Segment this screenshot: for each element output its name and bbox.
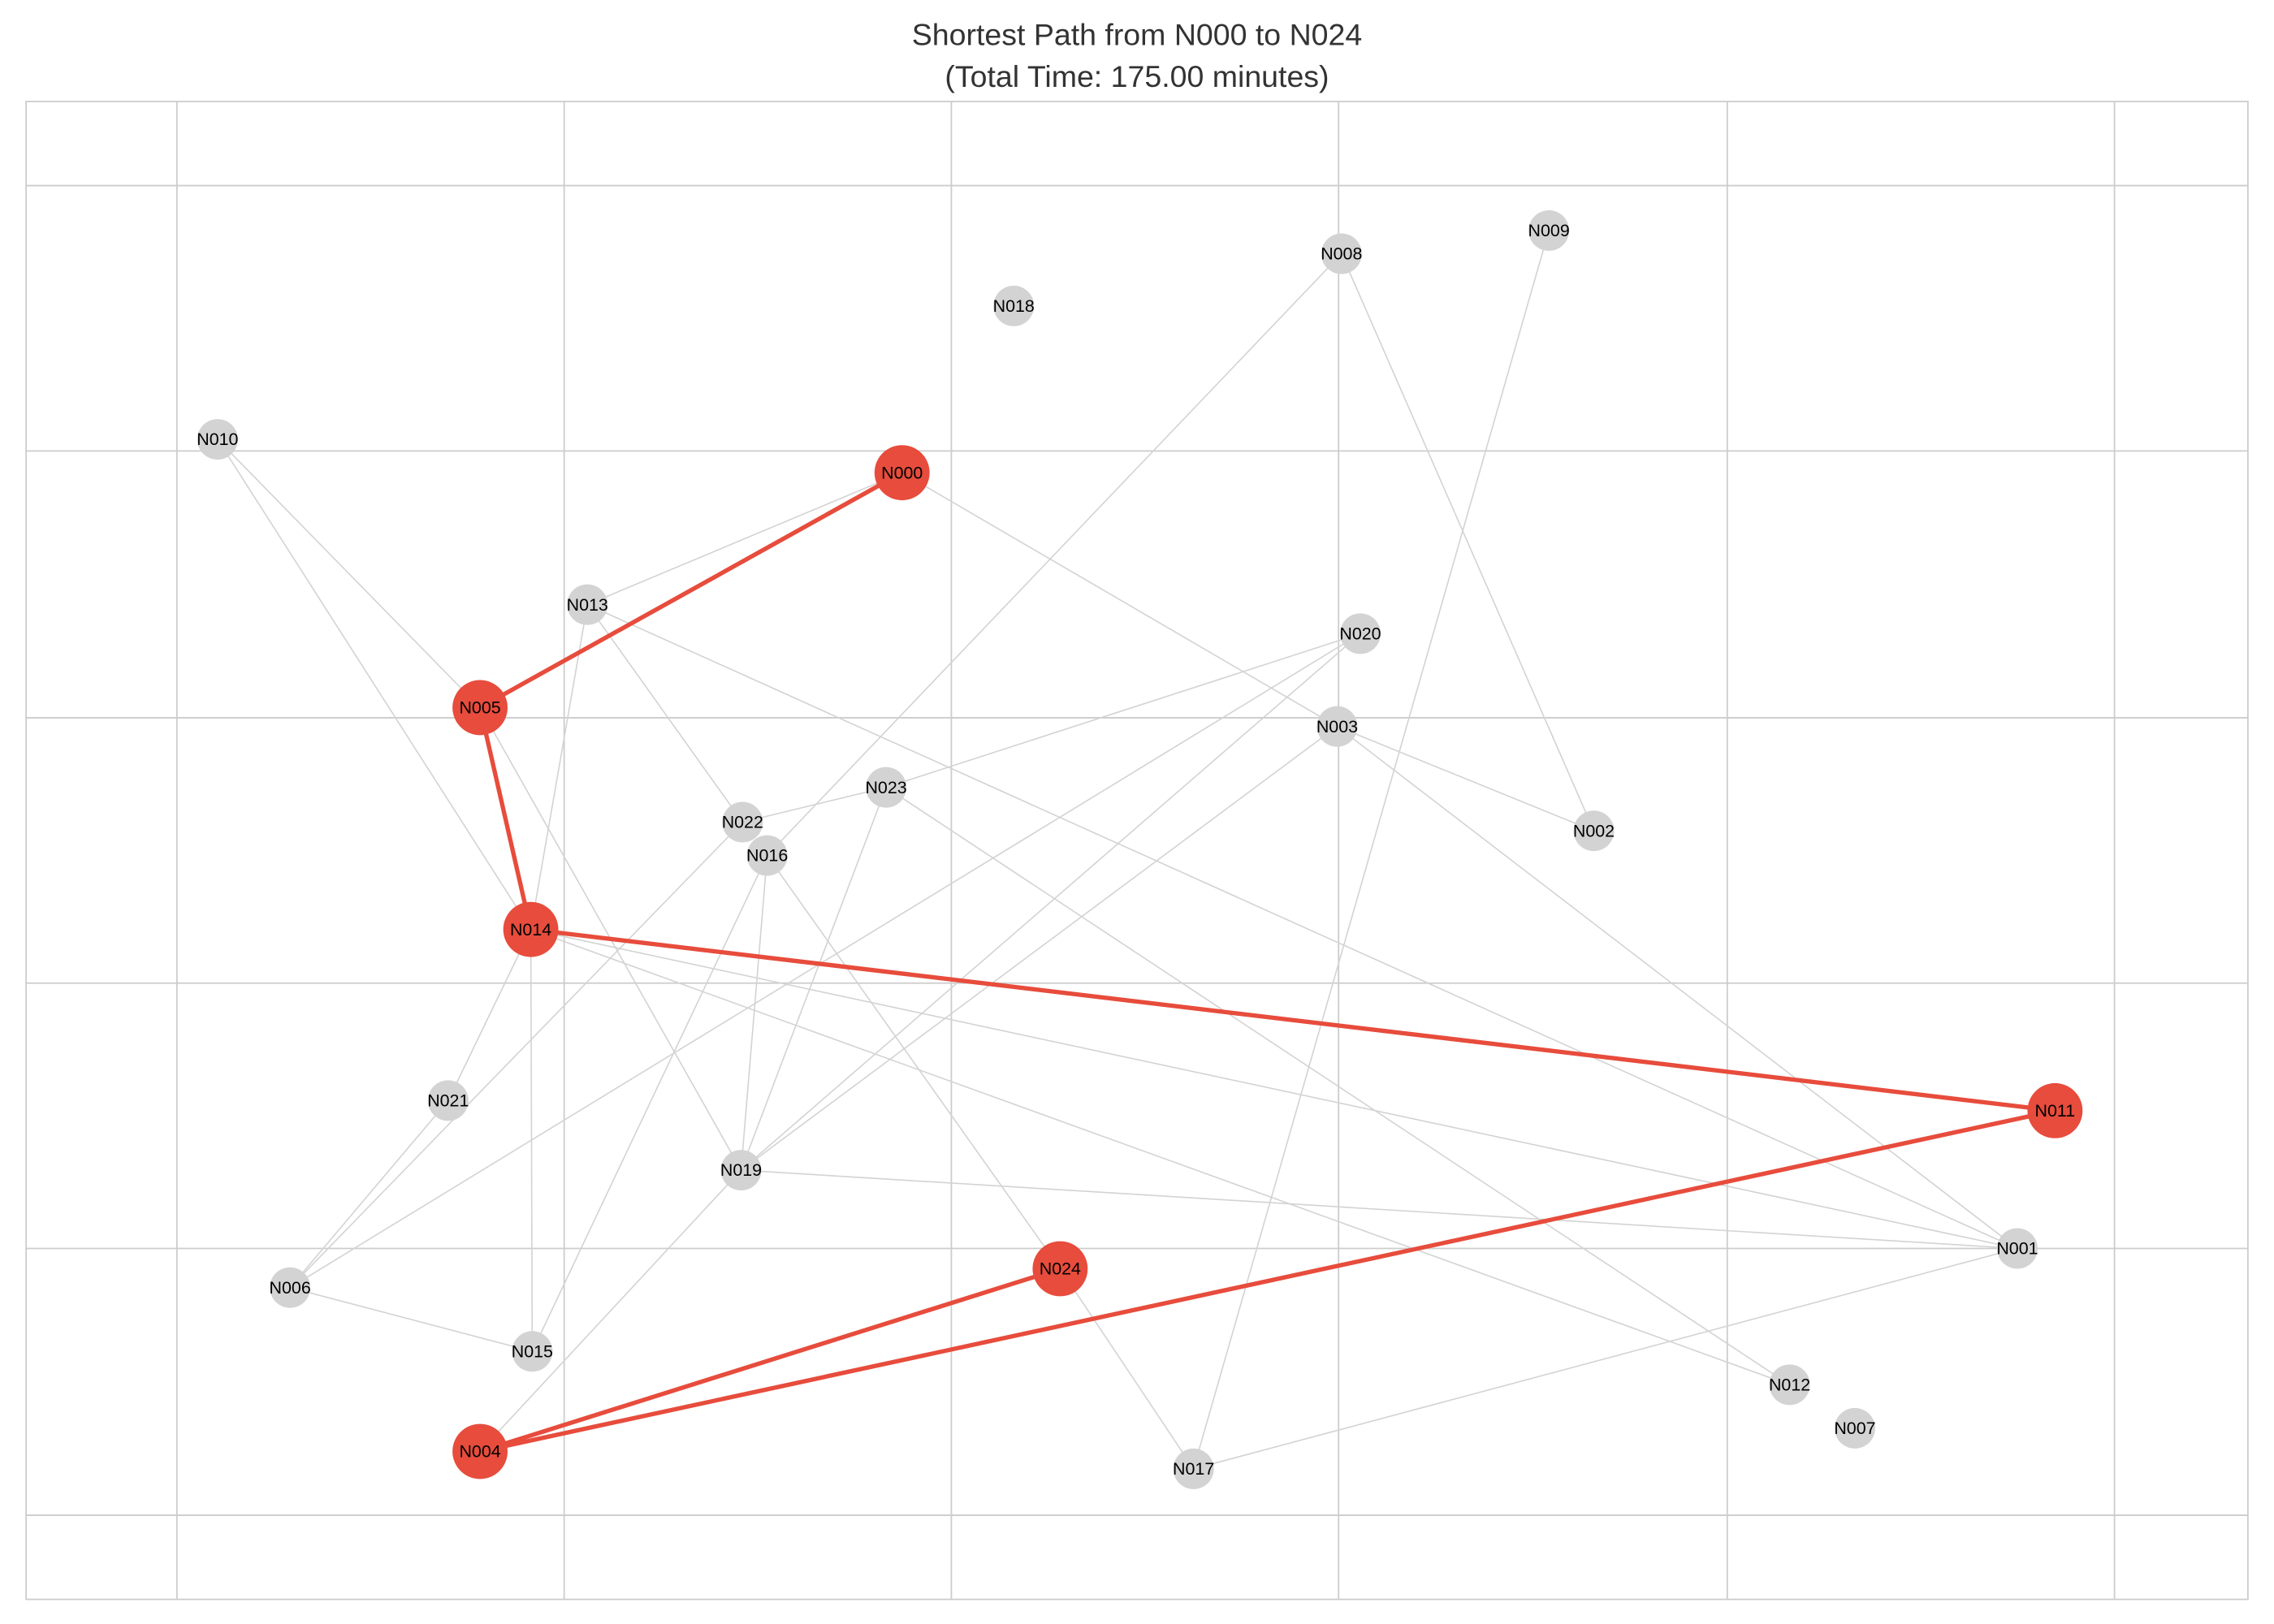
- edge: [586, 603, 2018, 1250]
- node: [993, 285, 1035, 326]
- node-label: N020: [1339, 624, 1381, 644]
- node: [1316, 706, 1358, 747]
- path-edge: [478, 706, 534, 931]
- edge: [740, 787, 887, 1171]
- node-label: N001: [1996, 1239, 2038, 1259]
- node: [512, 1331, 553, 1372]
- node: [1834, 1407, 1875, 1449]
- node: [1996, 1228, 2038, 1269]
- node: [1573, 810, 1615, 852]
- subtitle: (Total Time: 175.00 minutes): [945, 59, 1329, 93]
- node: [270, 1267, 311, 1308]
- node-label: N017: [1173, 1459, 1214, 1479]
- path-node: [2027, 1082, 2083, 1138]
- path-edge: [479, 1266, 1061, 1454]
- edge: [741, 1169, 2017, 1250]
- node-label: N022: [722, 813, 763, 832]
- node-label: N014: [510, 920, 551, 939]
- node-label: N008: [1321, 244, 1362, 264]
- node-label: N024: [1040, 1259, 1081, 1279]
- edge: [885, 786, 1791, 1386]
- node: [567, 584, 608, 625]
- title: Shortest Path from N000 to N024: [912, 17, 1362, 51]
- edge: [530, 604, 589, 930]
- path-node: [1032, 1241, 1088, 1297]
- node-label: N018: [993, 296, 1035, 316]
- edge: [289, 633, 1361, 1289]
- edge: [289, 1286, 533, 1353]
- node-label: N016: [746, 846, 788, 866]
- node-label: N009: [1528, 221, 1570, 240]
- node-label: N010: [197, 430, 238, 449]
- node: [1321, 233, 1362, 274]
- edge: [1337, 725, 1594, 831]
- edges: [217, 230, 2018, 1470]
- path-edge: [479, 1108, 2056, 1454]
- node: [866, 767, 907, 808]
- edge: [740, 855, 768, 1171]
- edge: [289, 821, 743, 1289]
- node-label: N023: [865, 778, 906, 797]
- node-label: N002: [1573, 821, 1615, 840]
- node: [1528, 209, 1570, 251]
- node: [1340, 613, 1381, 654]
- edge: [885, 633, 1361, 788]
- node: [746, 835, 788, 876]
- edge: [586, 472, 903, 606]
- path-node: [452, 680, 508, 736]
- edge: [1192, 230, 1550, 1470]
- edge: [586, 604, 743, 823]
- edge: [530, 928, 2018, 1250]
- edge: [217, 438, 532, 931]
- edge: [217, 438, 481, 708]
- node: [720, 1150, 762, 1191]
- plot-frame: [25, 101, 2249, 1600]
- node: [1173, 1448, 1214, 1489]
- edge: [740, 633, 1361, 1171]
- edge: [1341, 253, 1595, 831]
- edge: [289, 1099, 449, 1289]
- node-label: N004: [459, 1442, 500, 1462]
- edge: [1059, 1268, 1195, 1470]
- edge: [767, 253, 1342, 857]
- node: [427, 1080, 469, 1121]
- path-edge: [530, 926, 2056, 1113]
- node-label: N019: [720, 1160, 762, 1180]
- edge: [530, 928, 1790, 1386]
- edge: [447, 929, 532, 1101]
- node-label: N003: [1316, 717, 1358, 736]
- path-edges: [478, 470, 2056, 1454]
- edge: [766, 855, 1061, 1269]
- path-node: [503, 901, 559, 957]
- node-label: N011: [2035, 1101, 2076, 1121]
- edge: [741, 725, 1338, 1171]
- node-label: N007: [1834, 1419, 1875, 1438]
- path-node: [874, 445, 930, 501]
- node-label: N000: [881, 463, 923, 482]
- edge: [742, 786, 887, 823]
- edge: [901, 472, 1338, 728]
- node-label: N013: [567, 595, 608, 615]
- node: [1769, 1364, 1810, 1406]
- node-label: N012: [1769, 1376, 1810, 1395]
- nodes: N000 N001 N002 N003 N004 N005 N006 N007 N008 N009…: [197, 209, 2083, 1489]
- path-node: [452, 1423, 508, 1479]
- edge: [531, 855, 768, 1352]
- path-edge: [478, 470, 904, 710]
- node-label: N005: [459, 698, 500, 718]
- edge: [1193, 1247, 2018, 1470]
- node-label: N015: [512, 1341, 553, 1361]
- node-label: N006: [270, 1278, 311, 1298]
- edge: [479, 1169, 742, 1453]
- edge: [1336, 726, 2018, 1250]
- node: [197, 419, 238, 460]
- node-label: N021: [427, 1091, 469, 1111]
- node: [722, 801, 763, 843]
